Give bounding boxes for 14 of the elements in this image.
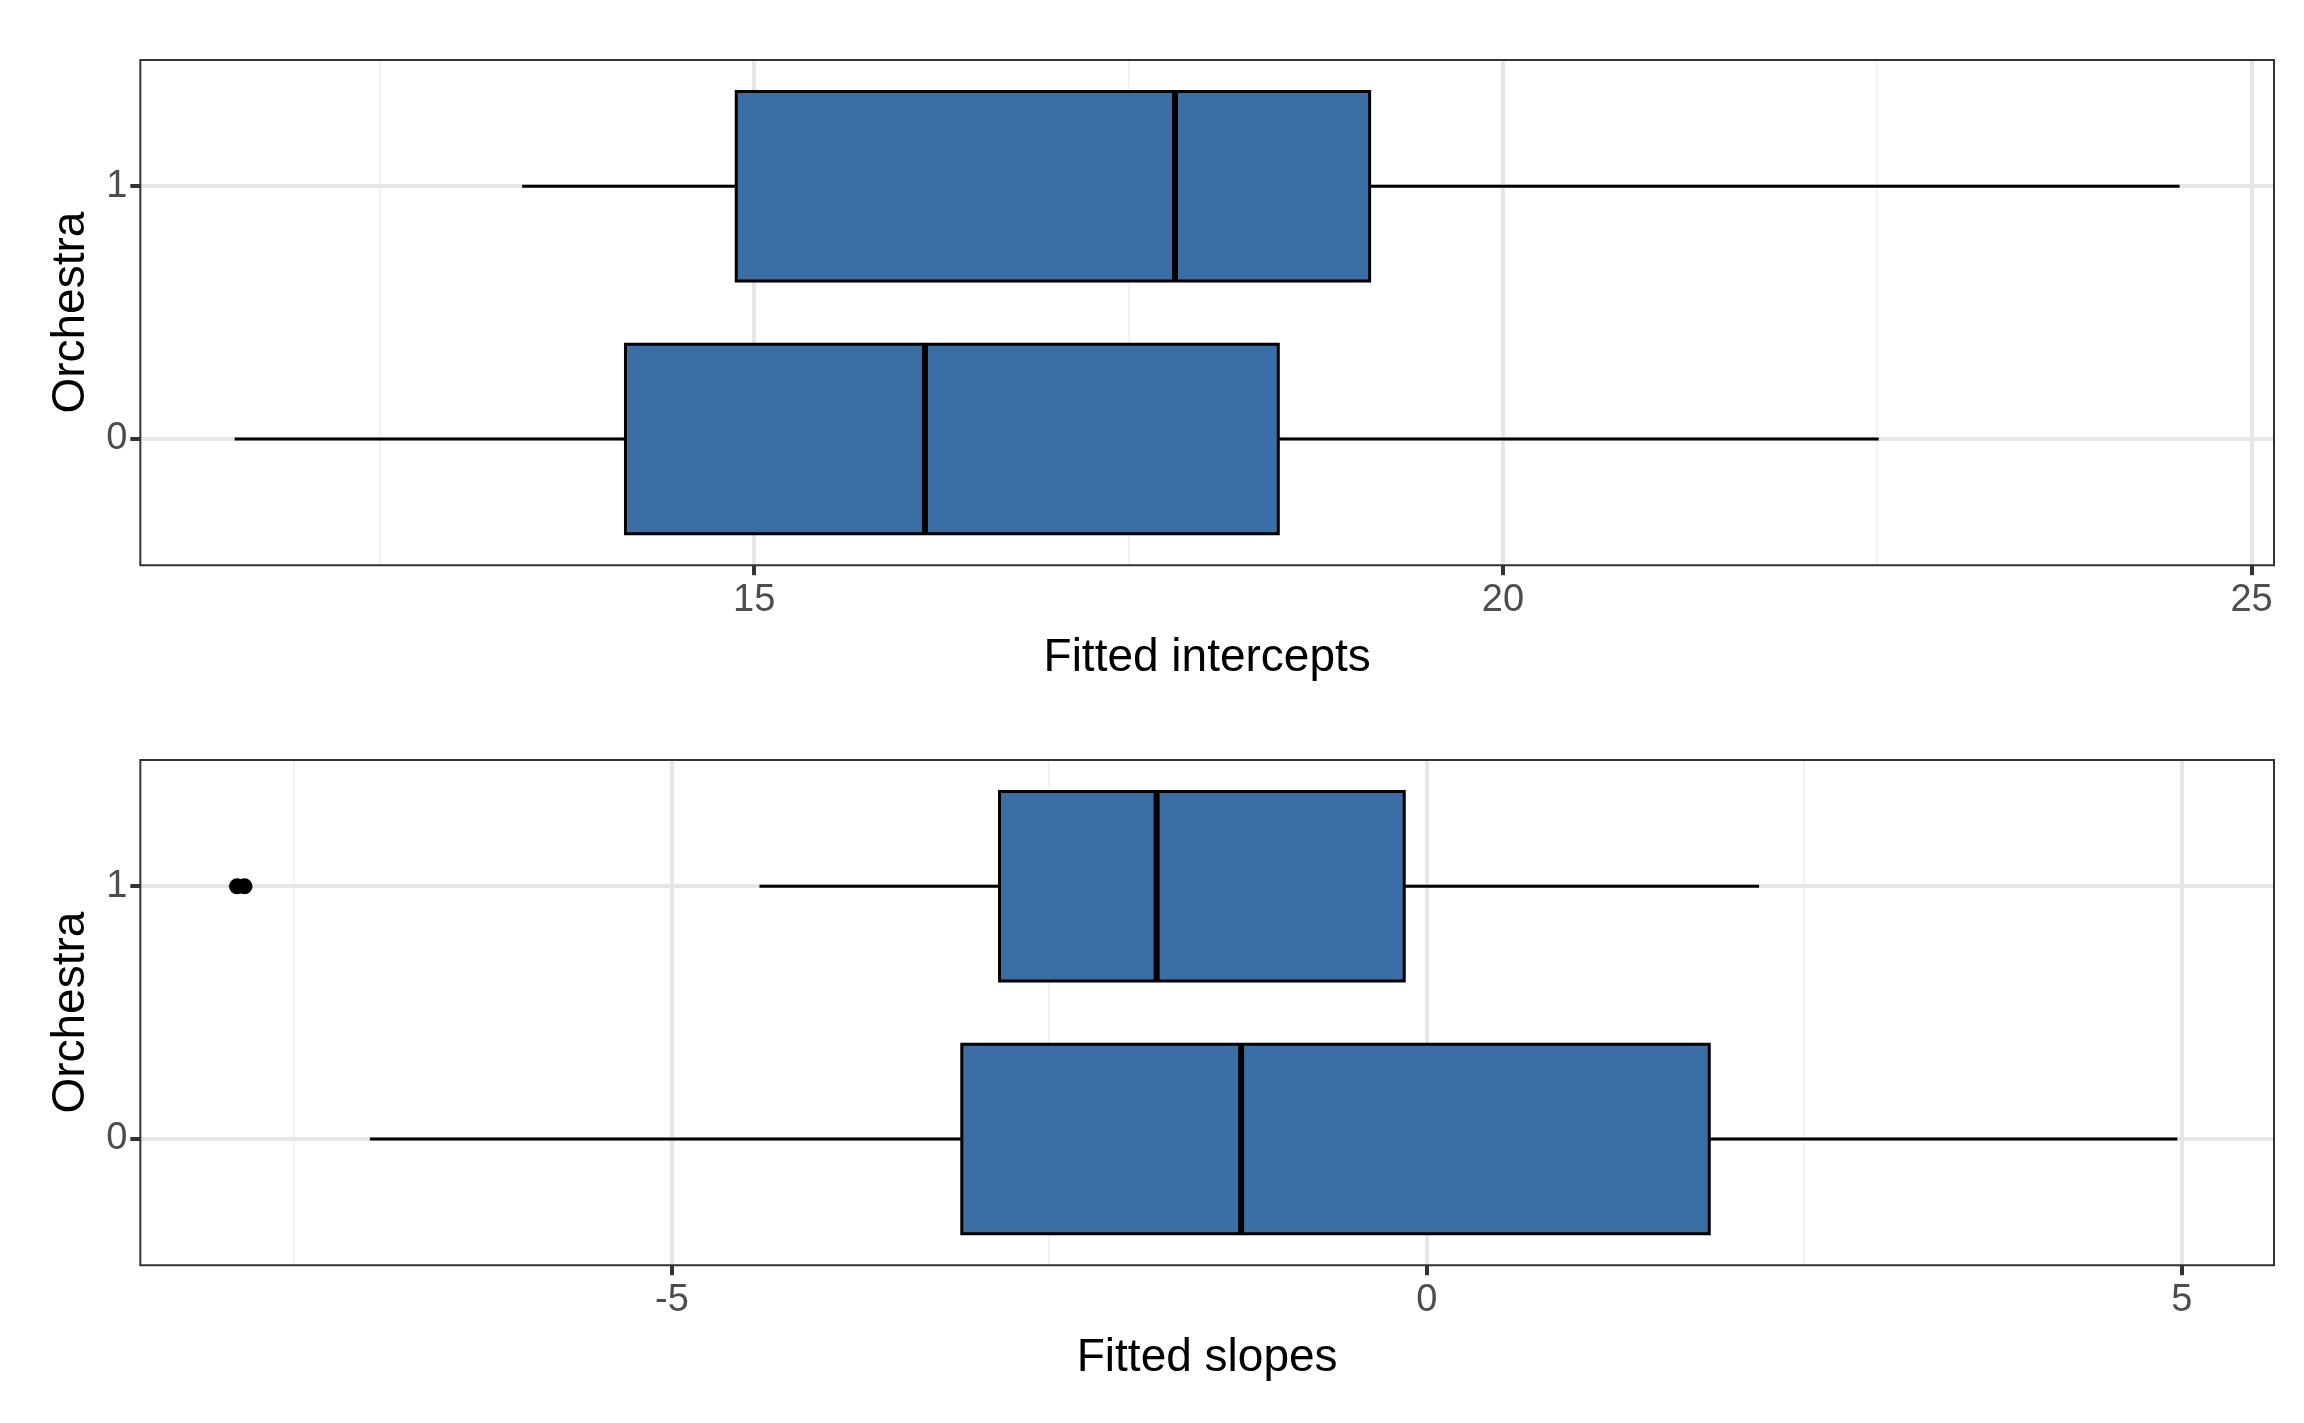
- y-axis-title: Orchestra: [42, 911, 95, 1114]
- x-axis-title: Fitted intercepts: [1043, 629, 1371, 682]
- x-tick-label: 0: [1416, 1277, 1438, 1320]
- y-axis-title: Orchestra: [42, 211, 95, 414]
- y-tick-label: 1: [106, 862, 128, 905]
- y-tick-label: 0: [106, 1115, 128, 1158]
- x-tick-label: -5: [654, 1277, 689, 1320]
- y-tick-label: 1: [106, 162, 128, 205]
- x-tick-label: 5: [2171, 1277, 2193, 1320]
- x-tick-label: 15: [733, 577, 776, 620]
- x-tick-label: 25: [2230, 577, 2273, 620]
- x-tick-label: 20: [1481, 577, 1525, 620]
- x-axis-title: Fitted slopes: [1076, 1329, 1338, 1382]
- y-tick-label: 0: [106, 415, 128, 458]
